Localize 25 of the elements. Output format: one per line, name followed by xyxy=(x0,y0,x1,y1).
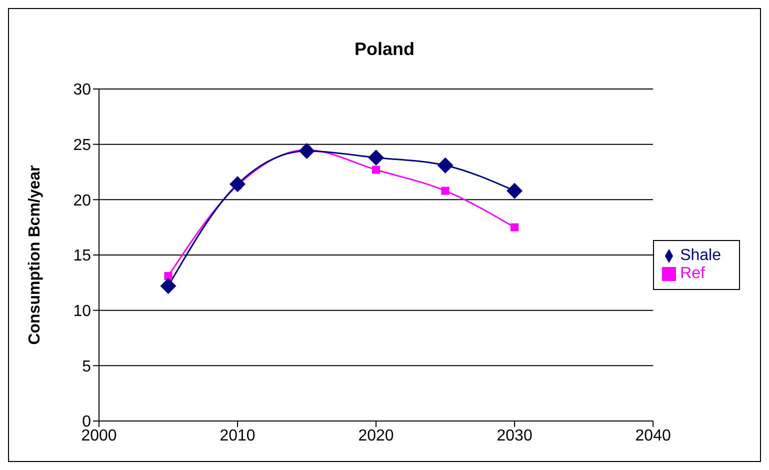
y-tick-label: 30 xyxy=(73,82,92,99)
x-tick-label: 2000 xyxy=(81,427,117,444)
point xyxy=(372,166,380,174)
x-tick-label: 2010 xyxy=(220,427,256,444)
y-tick-label: 20 xyxy=(73,192,92,210)
point xyxy=(368,150,384,166)
point xyxy=(506,182,523,199)
y-tick-label: 25 xyxy=(73,137,92,154)
x-tick-label: 2040 xyxy=(635,427,671,444)
legend-label: Ref xyxy=(680,265,705,282)
y-tick-label: 5 xyxy=(82,358,92,376)
x-tick-label: 2030 xyxy=(496,427,532,444)
y-tick-label: 10 xyxy=(73,303,92,320)
y-tick-label: 15 xyxy=(73,248,92,265)
point xyxy=(298,142,315,159)
point xyxy=(164,272,172,280)
point xyxy=(510,223,519,232)
chart-title: Poland xyxy=(353,38,416,61)
point xyxy=(160,278,176,294)
x-tick-label: 2020 xyxy=(358,427,394,444)
legend-label: Shale xyxy=(680,247,721,264)
point xyxy=(230,176,246,192)
point xyxy=(437,157,454,174)
point xyxy=(441,186,450,195)
y-axis-title: Consumption Bcm/year xyxy=(26,165,44,345)
